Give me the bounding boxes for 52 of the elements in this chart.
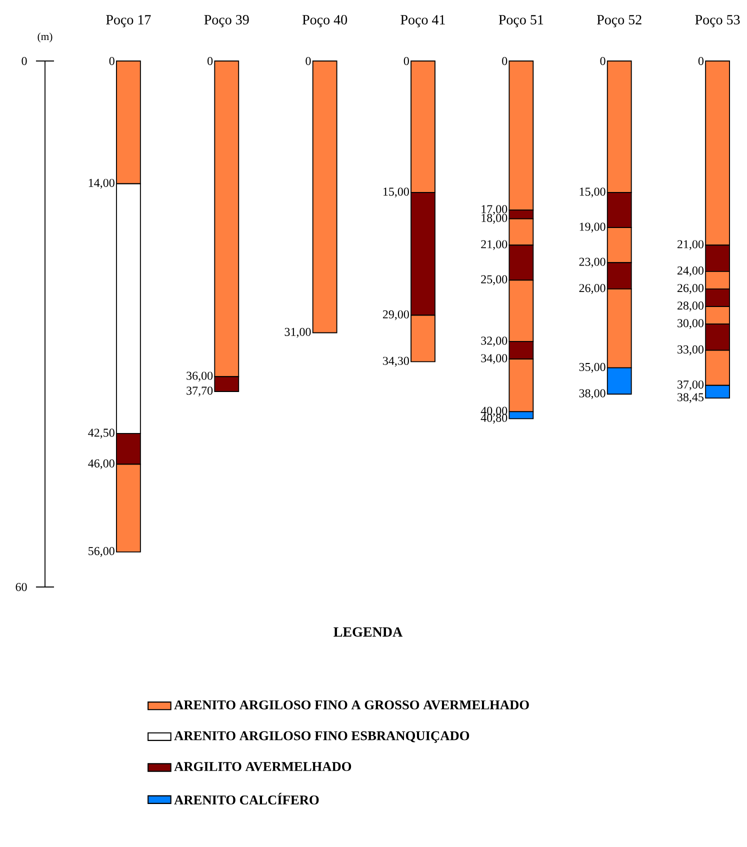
annotation: 31,00 [284, 328, 311, 338]
annotation: 0 [698, 56, 704, 66]
x-tick-label: Poço 39 [204, 15, 249, 28]
legend-label: ARENITO ARGILOSO FINO ESBRANQUIÇADO [174, 731, 470, 743]
bar [312, 60, 338, 334]
x-tick-label: Poço 41 [400, 15, 445, 28]
x-tick-label: Poço 53 [695, 15, 740, 28]
annotation: 56,00 [88, 547, 114, 557]
annotation: 15,00 [383, 188, 409, 198]
annotation: 26,00 [677, 284, 704, 294]
annotation: 24,00 [677, 266, 704, 276]
annotation: 35,00 [579, 362, 606, 373]
annotation: 42,50 [88, 428, 114, 438]
x-tick-label: Poço 52 [597, 15, 642, 28]
annotation: 23,00 [579, 258, 606, 268]
annotation: 18,00 [482, 214, 508, 224]
annotation: 46,00 [88, 459, 114, 470]
legend-label: ARENITO ARGILOSO FINO A GROSSO AVERMELHADO [174, 700, 529, 710]
annotation: 17,00 [482, 205, 508, 215]
annotation: 0 [208, 56, 213, 66]
x-tick-label: Poço 51 [498, 15, 544, 28]
annotation: 34,00 [481, 354, 508, 364]
annotation: 37,00 [678, 380, 704, 390]
annotation: 28,00 [677, 302, 704, 312]
annotation: 0 [600, 56, 606, 66]
annotation: 19,00 [580, 222, 606, 232]
annotation: 38,45 [678, 393, 704, 403]
annotation: 38,00 [579, 389, 606, 400]
annotation: 0 [109, 56, 114, 66]
y-tick-label: 60 [16, 582, 27, 592]
annotation: 15,00 [580, 188, 606, 198]
y-axis-title: (m) [38, 32, 52, 42]
x-tick-label: Poço 17 [106, 15, 151, 28]
x-tick-label: Poço 40 [302, 15, 348, 28]
legend-title: LEGENDA [334, 627, 402, 637]
annotation: 30,00 [678, 319, 704, 329]
annotation: 34,30 [382, 356, 409, 367]
legend-label: ARGILITO AVERMELHADO [174, 762, 352, 772]
annotation: 37,70 [186, 386, 213, 396]
annotation: 33,00 [678, 345, 704, 356]
annotation: 29,00 [382, 310, 409, 320]
annotation: 0 [306, 56, 311, 66]
legend-label: ARENITO CALCÍFERO [174, 792, 319, 804]
annotation: 36,00 [186, 372, 213, 382]
annotation: 14,00 [88, 178, 114, 189]
annotation: 0 [404, 56, 409, 66]
annotation: 32,00 [481, 336, 508, 346]
annotation: 25,00 [481, 275, 508, 286]
annotation: 21,00 [481, 240, 508, 250]
annotation: 0 [502, 56, 508, 66]
annotation: 21,00 [677, 240, 704, 250]
annotation: 26,00 [579, 284, 606, 294]
